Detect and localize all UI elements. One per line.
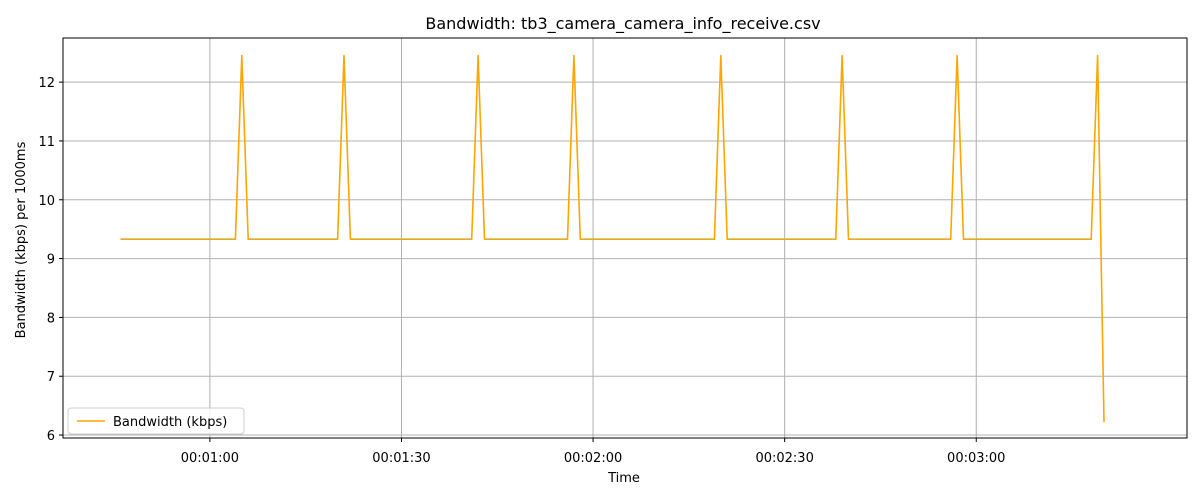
- chart-title: Bandwidth: tb3_camera_camera_info_receiv…: [425, 14, 820, 34]
- plot-area-frame: [62, 37, 1188, 439]
- x-tick-label: 00:01:30: [372, 451, 430, 466]
- y-tick-label: 11: [38, 135, 55, 150]
- legend: Bandwidth (kbps): [67, 407, 245, 435]
- y-tick-label: 7: [47, 370, 55, 385]
- y-tick-label: 6: [47, 429, 55, 444]
- y-tick-label: 8: [47, 311, 55, 326]
- x-tick-label: 00:02:00: [564, 451, 622, 466]
- x-tick-label: 00:03:00: [947, 451, 1005, 466]
- y-axis-ticks: 6 7 8 9 10 11 12: [38, 76, 63, 444]
- y-tick-label: 12: [38, 76, 55, 91]
- series-line: [120, 54, 1105, 423]
- y-tick-label: 9: [47, 253, 55, 268]
- y-tick-label: 10: [38, 194, 55, 209]
- legend-box: [67, 407, 245, 435]
- series-layer: [120, 54, 1105, 423]
- y-axis-label: Bandwidth (kbps) per 1000ms: [14, 141, 29, 338]
- legend-label: Bandwidth (kbps): [113, 415, 227, 430]
- x-axis-label: Time: [607, 471, 640, 486]
- grid-lines: [63, 38, 1187, 438]
- x-tick-label: 00:02:30: [755, 451, 813, 466]
- x-axis-ticks: 00:01:00 00:01:30 00:02:00 00:02:30 00:03:00: [181, 438, 1005, 466]
- x-tick-label: 00:01:00: [181, 451, 239, 466]
